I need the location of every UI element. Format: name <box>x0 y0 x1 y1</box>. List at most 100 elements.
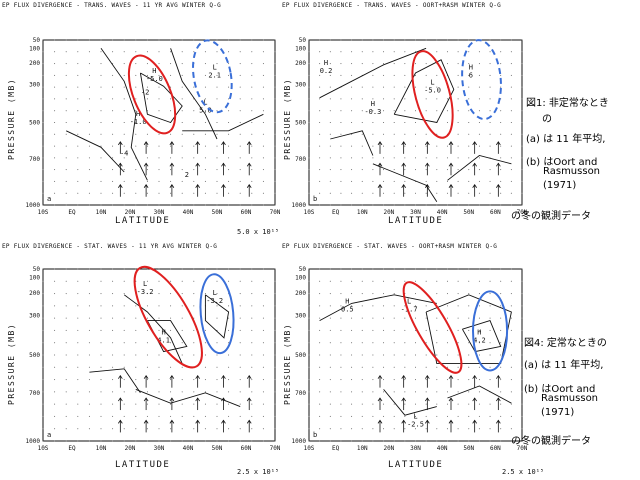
grid-dot <box>262 98 264 100</box>
grid-dot <box>112 133 114 135</box>
grid-dot <box>351 305 353 307</box>
grid-dot <box>404 110 406 112</box>
grid-dot <box>181 354 183 356</box>
grid-dot <box>216 415 218 417</box>
grid-dot <box>436 39 438 41</box>
flux-arrowhead <box>377 141 383 146</box>
x-axis-label: LATITUDE <box>388 216 444 226</box>
grid-dot <box>383 415 385 417</box>
grid-dot <box>135 329 137 331</box>
grid-dot <box>404 342 406 344</box>
grid-dot <box>329 39 331 41</box>
grid-dot <box>372 293 374 295</box>
grid-dot <box>489 403 491 405</box>
grid-dot <box>123 280 125 282</box>
grid-dot <box>478 133 480 135</box>
grid-dot <box>146 329 148 331</box>
grid-dot <box>415 110 416 112</box>
grid-dot <box>123 74 125 76</box>
grid-dot <box>425 342 427 344</box>
grid-dot <box>251 317 253 319</box>
x-axis-label: LATITUDE <box>115 216 171 226</box>
grid-dot <box>77 329 79 331</box>
grid-dot <box>274 204 276 206</box>
grid-dot <box>319 354 321 356</box>
grid-dot <box>510 415 512 417</box>
grid-dot <box>500 169 502 171</box>
grid-dot <box>170 366 172 368</box>
grid-dot <box>393 204 395 206</box>
panel-letter: a <box>47 431 51 439</box>
grid-dot <box>510 110 512 112</box>
grid-dot <box>340 354 342 356</box>
grid-dot <box>404 86 406 88</box>
grid-dot <box>393 51 395 53</box>
grid-dot <box>54 379 56 381</box>
flux-arrowhead <box>246 184 252 188</box>
grid-dot <box>239 440 241 442</box>
grid-dot <box>468 192 470 194</box>
grid-dot <box>457 180 459 182</box>
grid-dot <box>204 145 206 147</box>
grid-dot <box>88 293 90 295</box>
grid-dot <box>383 342 385 344</box>
grid-dot <box>100 366 102 368</box>
grid-dot <box>415 145 416 147</box>
grid-dot <box>468 415 470 417</box>
grid-dot <box>436 415 438 417</box>
grid-dot <box>425 145 427 147</box>
grid-dot <box>181 391 183 393</box>
grid-dot <box>77 157 79 159</box>
grid-dot <box>54 391 56 393</box>
grid-dot <box>54 415 56 417</box>
grid-dot <box>404 415 406 417</box>
grid-dot <box>170 317 172 319</box>
grid-dot <box>274 145 276 147</box>
grid-dot <box>340 379 342 381</box>
x-tick-label: 40N <box>437 209 448 216</box>
grid-dot <box>135 391 137 393</box>
grid-dot <box>112 305 114 307</box>
grid-dot <box>77 51 79 53</box>
flux-arrowhead <box>401 397 406 402</box>
grid-dot <box>308 145 310 147</box>
grid-dot <box>393 440 395 442</box>
grid-dot <box>510 354 512 356</box>
grid-dot <box>158 145 160 147</box>
grid-dot <box>54 268 56 270</box>
grid-dot <box>319 86 321 88</box>
grid-dot <box>393 122 395 123</box>
grid-dot <box>329 342 331 344</box>
grid-dot <box>216 428 218 430</box>
grid-dot <box>181 329 183 331</box>
flux-arrowhead <box>496 141 501 146</box>
grid-dot <box>112 403 114 405</box>
flux-arrowhead <box>472 141 477 146</box>
grid-dot <box>489 86 491 88</box>
grid-dot <box>228 180 230 182</box>
grid-dot <box>478 110 480 112</box>
caption-fig1-line3: (a) は 11 年平均, <box>526 134 606 145</box>
grid-dot <box>404 329 406 331</box>
grid-dot <box>251 379 253 381</box>
grid-dot <box>204 342 206 344</box>
grid-dot <box>372 280 374 282</box>
grid-dot <box>77 293 79 295</box>
grid-dot <box>100 329 102 331</box>
grid-dot <box>393 317 395 319</box>
grid-dot <box>251 342 253 344</box>
grid-dot <box>228 192 230 194</box>
grid-dot <box>112 280 114 282</box>
grid-dot <box>262 39 264 41</box>
grid-dot <box>319 268 321 270</box>
grid-dot <box>262 403 264 405</box>
grid-dot <box>500 180 502 182</box>
grid-dot <box>65 403 67 405</box>
grid-dot <box>404 391 406 393</box>
grid-dot <box>329 145 331 147</box>
grid-dot <box>521 51 523 53</box>
grid-dot <box>457 440 459 442</box>
grid-dot <box>193 403 195 405</box>
grid-dot <box>251 98 253 100</box>
grid-dot <box>274 428 276 430</box>
